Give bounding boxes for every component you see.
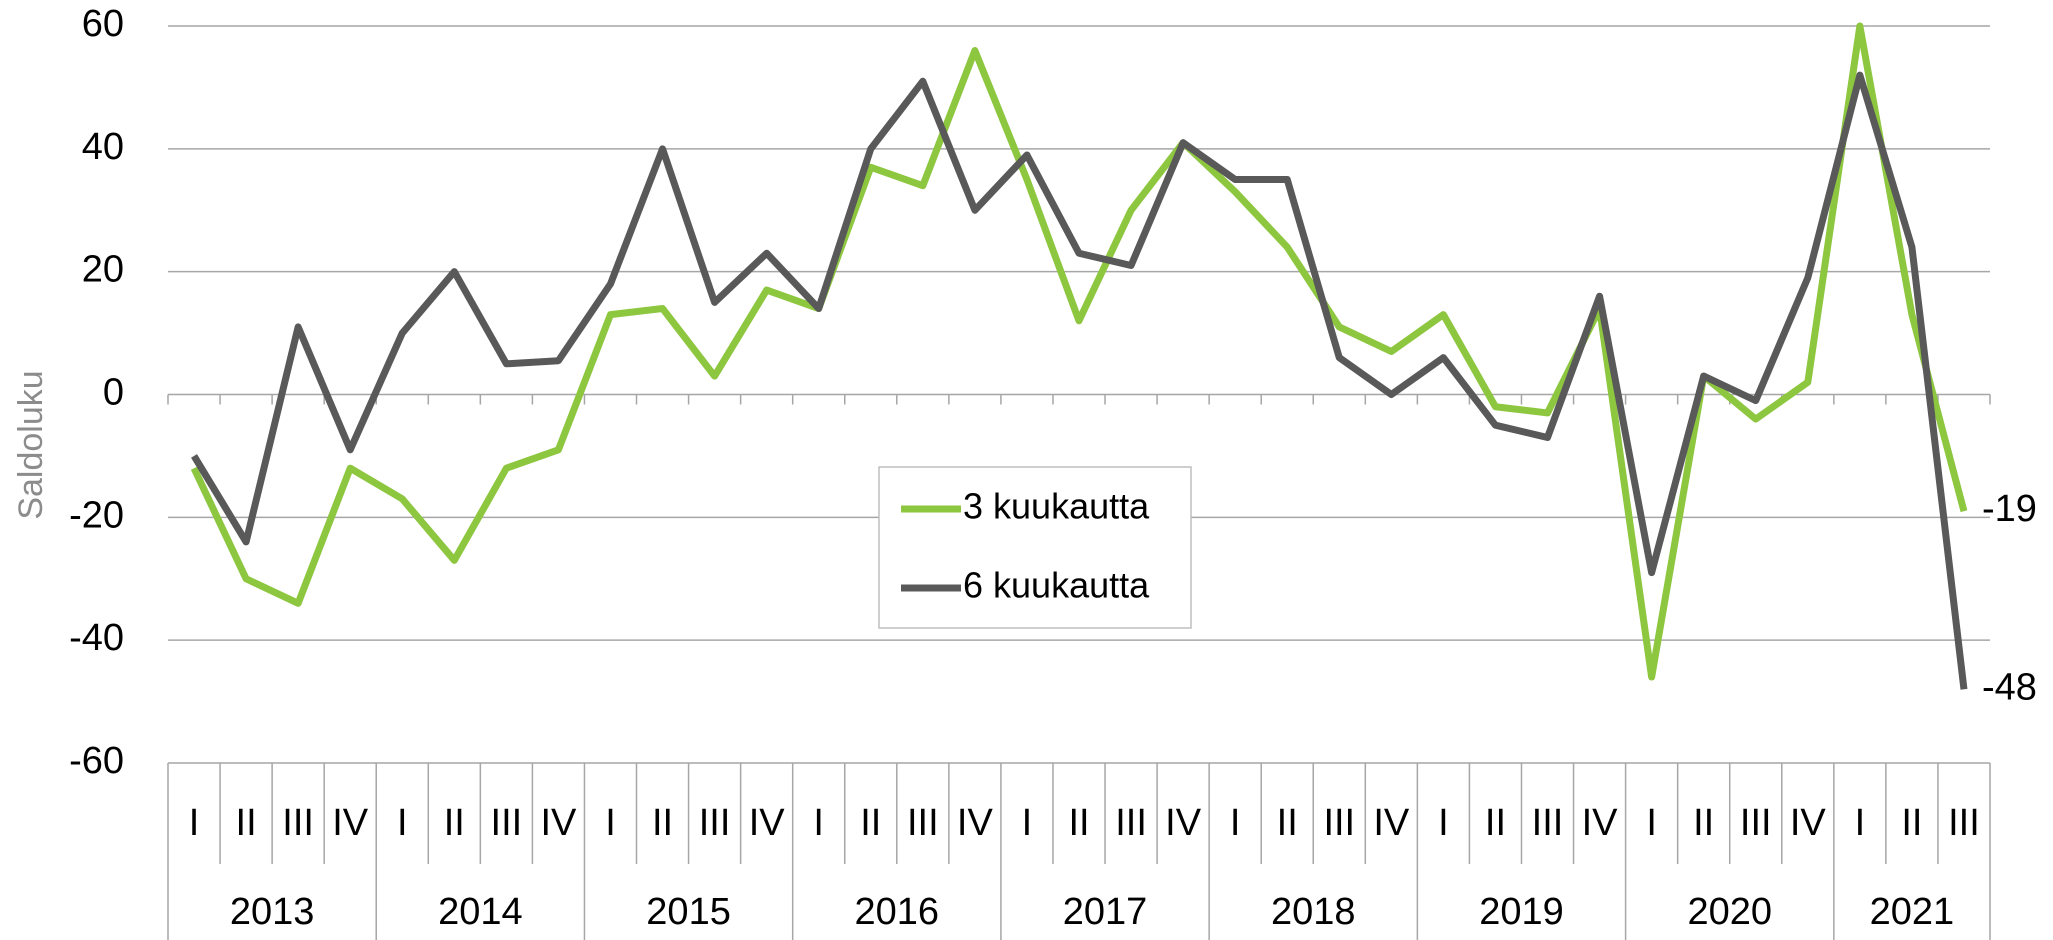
year-label: 2018 [1271, 891, 1356, 933]
x-tick-label: IV [332, 802, 369, 844]
y-tick-label: -60 [69, 740, 124, 782]
year-label: 2019 [1479, 891, 1564, 933]
x-tick-label: II [1901, 802, 1922, 844]
x-tick-label: III [1948, 802, 1980, 844]
x-tick-label: I [1438, 802, 1449, 844]
year-label: 2016 [855, 891, 940, 933]
y-axis-label: Saldoluku [12, 370, 50, 519]
x-tick-label: IV [1582, 802, 1619, 844]
x-tick-label: III [491, 802, 523, 844]
x-tick-label: II [236, 802, 257, 844]
legend-box [878, 466, 1192, 629]
legend-label: 3 kuukautta [963, 486, 1150, 527]
x-tick-label: II [860, 802, 881, 844]
series-line [190, 22, 1968, 681]
x-tick-label: IV [540, 802, 577, 844]
x-tick-label: I [1855, 802, 1866, 844]
end-label: -19 [1982, 488, 2037, 530]
x-tick-label: I [1022, 802, 1033, 844]
y-tick-label: -40 [69, 617, 124, 659]
x-tick-label: I [189, 802, 200, 844]
x-tick-label: III [1115, 802, 1147, 844]
x-tick-label: II [1277, 802, 1298, 844]
x-tick-label: IV [749, 802, 786, 844]
x-tick-label: II [652, 802, 673, 844]
x-tick-label: IV [1373, 802, 1410, 844]
x-tick-label: I [1646, 802, 1657, 844]
x-tick-label: II [1485, 802, 1506, 844]
x-tick-label: I [813, 802, 824, 844]
year-label: 2017 [1063, 891, 1148, 933]
x-tick-label: I [397, 802, 408, 844]
x-tick-label: II [1693, 802, 1714, 844]
x-tick-label: II [1068, 802, 1089, 844]
x-tick-label: III [907, 802, 939, 844]
x-tick-label: IV [957, 802, 994, 844]
legend-label: 6 kuukautta [963, 565, 1150, 606]
year-label: 2015 [646, 891, 731, 933]
x-tick-label: I [605, 802, 616, 844]
series-line [191, 71, 1968, 690]
x-tick-label: III [1532, 802, 1564, 844]
y-tick-label: -20 [69, 494, 124, 536]
year-label: 2013 [230, 891, 315, 933]
end-label: -48 [1982, 666, 2037, 708]
x-tick-label: I [1230, 802, 1241, 844]
x-tick-label: III [699, 802, 731, 844]
y-tick-label: 60 [82, 3, 124, 45]
year-label: 2014 [438, 891, 523, 933]
x-tick-label: II [444, 802, 465, 844]
x-tick-label: III [1740, 802, 1772, 844]
y-tick-label: 0 [103, 372, 124, 414]
x-tick-label: IV [1790, 802, 1827, 844]
y-tick-label: 20 [82, 249, 124, 291]
year-label: 2021 [1870, 891, 1955, 933]
y-tick-label: 40 [82, 126, 124, 168]
x-tick-label: III [1323, 802, 1355, 844]
x-tick-label: IV [1165, 802, 1202, 844]
year-label: 2020 [1687, 891, 1772, 933]
x-tick-label: III [282, 802, 314, 844]
